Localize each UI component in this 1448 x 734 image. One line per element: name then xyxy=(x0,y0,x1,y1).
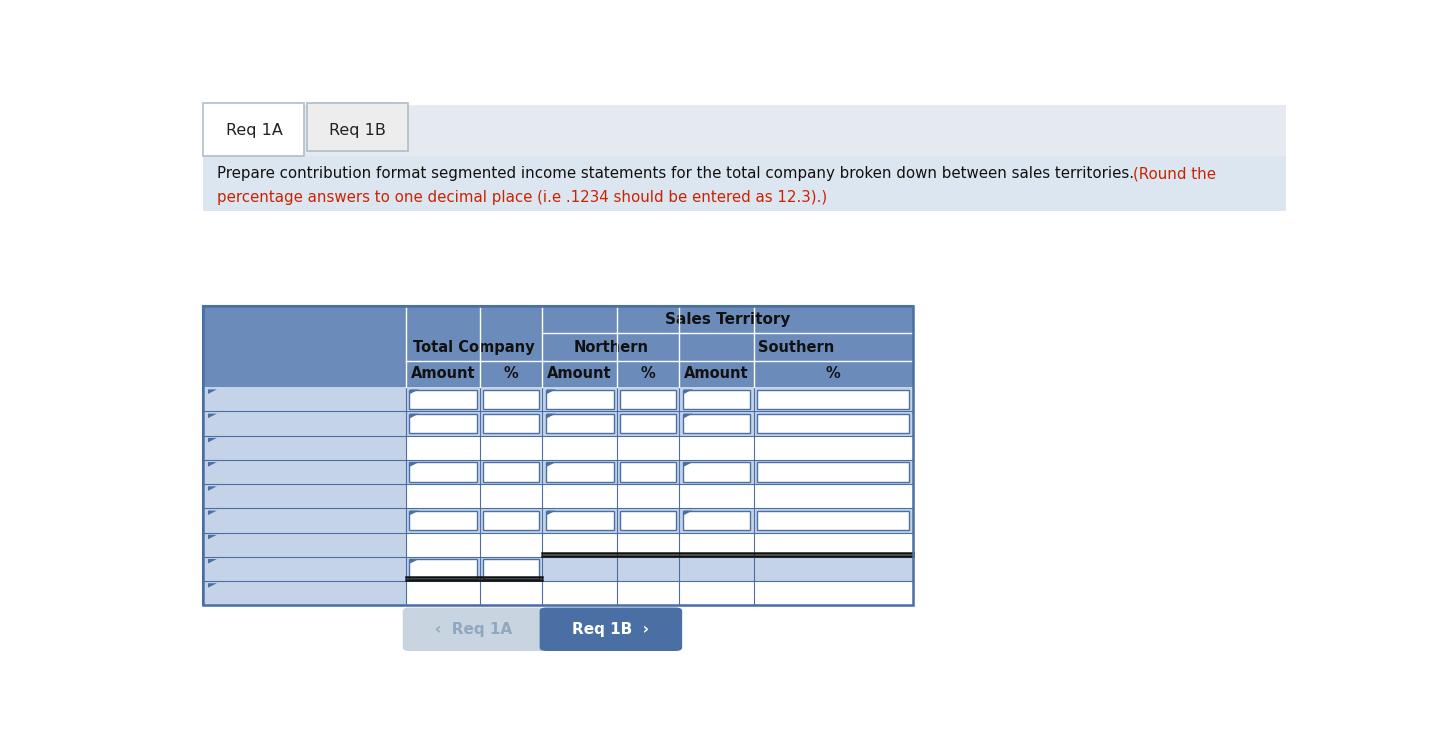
FancyBboxPatch shape xyxy=(405,435,912,459)
FancyBboxPatch shape xyxy=(546,462,614,482)
FancyBboxPatch shape xyxy=(484,414,539,433)
Text: Req 1B: Req 1B xyxy=(329,123,385,138)
Text: %: % xyxy=(504,366,518,382)
Polygon shape xyxy=(683,390,692,394)
FancyBboxPatch shape xyxy=(203,156,1286,211)
FancyBboxPatch shape xyxy=(682,414,750,433)
FancyBboxPatch shape xyxy=(408,390,476,409)
FancyBboxPatch shape xyxy=(540,608,682,651)
FancyBboxPatch shape xyxy=(307,103,408,151)
Polygon shape xyxy=(683,462,692,467)
FancyBboxPatch shape xyxy=(405,459,912,484)
Text: Req 1A: Req 1A xyxy=(226,123,282,138)
Text: Total Company: Total Company xyxy=(413,340,534,355)
Polygon shape xyxy=(547,414,556,418)
FancyBboxPatch shape xyxy=(682,390,750,409)
Polygon shape xyxy=(683,511,692,515)
Polygon shape xyxy=(209,559,217,564)
Text: Req 1B  ›: Req 1B › xyxy=(572,622,649,636)
Polygon shape xyxy=(547,390,556,394)
Text: Southern: Southern xyxy=(757,340,834,355)
Text: %: % xyxy=(641,366,656,382)
FancyBboxPatch shape xyxy=(757,462,909,482)
FancyBboxPatch shape xyxy=(620,462,676,482)
Polygon shape xyxy=(209,414,217,418)
Polygon shape xyxy=(410,559,418,564)
FancyBboxPatch shape xyxy=(620,511,676,530)
FancyBboxPatch shape xyxy=(757,511,909,530)
FancyBboxPatch shape xyxy=(757,390,909,409)
Text: (Round the: (Round the xyxy=(1132,166,1216,181)
FancyBboxPatch shape xyxy=(757,414,909,433)
Text: Amount: Amount xyxy=(547,366,613,382)
FancyBboxPatch shape xyxy=(203,103,304,156)
FancyBboxPatch shape xyxy=(546,414,614,433)
FancyBboxPatch shape xyxy=(405,411,912,435)
FancyBboxPatch shape xyxy=(484,390,539,409)
FancyBboxPatch shape xyxy=(405,557,912,581)
Text: Prepare contribution format segmented income statements for the total company br: Prepare contribution format segmented in… xyxy=(217,166,1138,181)
Text: Amount: Amount xyxy=(410,366,475,382)
Polygon shape xyxy=(209,487,217,491)
Text: %: % xyxy=(825,366,841,382)
FancyBboxPatch shape xyxy=(408,414,476,433)
FancyBboxPatch shape xyxy=(484,511,539,530)
Polygon shape xyxy=(209,390,217,394)
Text: Northern: Northern xyxy=(573,340,649,355)
Polygon shape xyxy=(209,584,217,588)
FancyBboxPatch shape xyxy=(408,511,476,530)
FancyBboxPatch shape xyxy=(203,305,405,606)
Polygon shape xyxy=(209,438,217,443)
FancyBboxPatch shape xyxy=(546,390,614,409)
Text: percentage answers to one decimal place (i.e .1234 should be entered as 12.3).): percentage answers to one decimal place … xyxy=(217,190,827,205)
FancyBboxPatch shape xyxy=(405,387,912,411)
Polygon shape xyxy=(547,462,556,467)
Polygon shape xyxy=(410,511,418,515)
Polygon shape xyxy=(683,414,692,418)
Polygon shape xyxy=(209,511,217,515)
Polygon shape xyxy=(209,535,217,539)
FancyBboxPatch shape xyxy=(546,511,614,530)
FancyBboxPatch shape xyxy=(682,462,750,482)
FancyBboxPatch shape xyxy=(620,390,676,409)
FancyBboxPatch shape xyxy=(620,414,676,433)
Text: Amount: Amount xyxy=(685,366,749,382)
FancyBboxPatch shape xyxy=(203,105,1286,156)
Text: ‹  Req 1A: ‹ Req 1A xyxy=(436,622,513,636)
Text: Sales Territory: Sales Territory xyxy=(665,312,791,327)
Polygon shape xyxy=(410,414,418,418)
FancyBboxPatch shape xyxy=(484,559,539,578)
Polygon shape xyxy=(547,511,556,515)
FancyBboxPatch shape xyxy=(405,509,912,533)
FancyBboxPatch shape xyxy=(405,533,912,557)
FancyBboxPatch shape xyxy=(484,462,539,482)
Polygon shape xyxy=(410,390,418,394)
FancyBboxPatch shape xyxy=(408,559,476,578)
FancyBboxPatch shape xyxy=(405,484,912,509)
FancyBboxPatch shape xyxy=(405,581,912,606)
Polygon shape xyxy=(410,462,418,467)
Polygon shape xyxy=(209,462,217,467)
FancyBboxPatch shape xyxy=(682,511,750,530)
FancyBboxPatch shape xyxy=(408,462,476,482)
FancyBboxPatch shape xyxy=(203,305,912,387)
FancyBboxPatch shape xyxy=(403,608,546,651)
FancyBboxPatch shape xyxy=(203,305,912,606)
